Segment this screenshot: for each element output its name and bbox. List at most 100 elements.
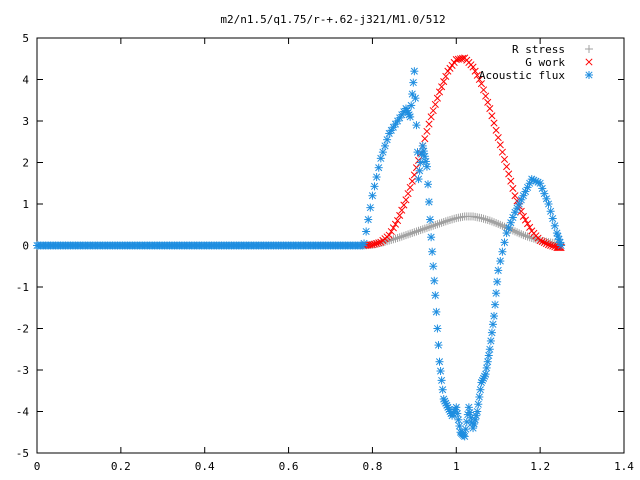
point-r-stress (433, 220, 442, 229)
point-acoustic-flux (487, 328, 496, 337)
point-g-work (427, 113, 435, 121)
point-r-stress (519, 231, 528, 240)
point-g-work (549, 242, 557, 250)
point-g-work (421, 135, 429, 143)
point-r-stress (485, 216, 494, 225)
y-tick-label: -5 (16, 447, 29, 460)
point-g-work (375, 239, 383, 247)
point-acoustic-flux (453, 409, 462, 418)
point-g-work (511, 192, 519, 200)
point-r-stress (498, 221, 507, 230)
point-acoustic-flux (498, 247, 507, 256)
x-tick-label: 1.4 (614, 460, 634, 473)
point-g-work (503, 163, 511, 171)
point-acoustic-flux (536, 179, 545, 188)
point-r-stress (483, 215, 492, 224)
point-g-work (459, 54, 467, 62)
point-g-work (482, 92, 490, 100)
point-acoustic-flux (414, 175, 423, 184)
point-g-work (454, 55, 462, 63)
point-acoustic-flux (374, 163, 383, 172)
point-acoustic-flux (425, 197, 434, 206)
point-acoustic-flux (544, 200, 553, 208)
point-acoustic-flux (372, 173, 381, 182)
point-r-stress (517, 230, 526, 239)
point-acoustic-flux (552, 229, 561, 238)
point-r-stress (515, 229, 524, 238)
point-r-stress (425, 223, 434, 232)
chart-title: m2/n1.5/q1.75/r-+.62-j321/M1.0/512 (220, 13, 445, 26)
point-acoustic-flux (452, 403, 461, 412)
point-acoustic-flux (493, 277, 502, 286)
point-acoustic-flux (368, 191, 377, 200)
point-g-work (488, 112, 496, 120)
point-g-work (366, 241, 374, 249)
point-g-work (498, 148, 506, 156)
point-acoustic-flux (415, 166, 424, 175)
point-g-work (479, 86, 488, 94)
point-r-stress (490, 218, 499, 227)
point-acoustic-flux (360, 239, 369, 248)
point-r-stress (523, 232, 532, 241)
point-acoustic-flux (474, 400, 483, 409)
legend-label: R stress (512, 43, 565, 56)
point-r-stress (418, 225, 427, 234)
point-r-stress (416, 226, 425, 235)
point-acoustic-flux (366, 203, 375, 212)
point-r-stress (420, 224, 429, 233)
point-g-work (526, 223, 534, 231)
point-acoustic-flux (412, 121, 421, 130)
point-acoustic-flux (411, 94, 420, 103)
point-g-work (433, 94, 441, 102)
point-g-work (431, 100, 439, 108)
point-r-stress (410, 228, 419, 237)
point-acoustic-flux (409, 78, 418, 87)
point-acoustic-flux (429, 262, 438, 271)
point-g-work (494, 134, 502, 142)
point-acoustic-flux (475, 392, 484, 401)
point-acoustic-flux (422, 162, 431, 171)
point-r-stress (397, 232, 406, 241)
point-g-work (452, 56, 460, 64)
point-acoustic-flux (557, 241, 566, 250)
point-g-work (387, 227, 395, 236)
y-tick-label: 2 (22, 157, 29, 170)
legend-marker (585, 45, 593, 53)
y-tick-label: -2 (16, 323, 29, 336)
point-g-work (429, 107, 437, 115)
point-g-work (471, 67, 479, 75)
point-r-stress (401, 231, 410, 240)
point-r-stress (439, 218, 448, 227)
point-acoustic-flux (461, 425, 470, 434)
y-tick-label: -1 (16, 281, 29, 294)
point-r-stress (521, 231, 530, 240)
point-r-stress (529, 234, 538, 243)
point-acoustic-flux (430, 276, 439, 285)
point-acoustic-flux (428, 247, 437, 256)
point-r-stress (431, 220, 440, 229)
point-g-work (450, 58, 458, 67)
x-tick-label: 0.2 (111, 460, 131, 473)
point-g-work (400, 201, 408, 209)
point-g-work (547, 241, 555, 249)
point-acoustic-flux (418, 141, 427, 150)
point-g-work (423, 127, 431, 135)
point-acoustic-flux (481, 370, 490, 379)
point-acoustic-flux (433, 324, 442, 333)
point-g-work (524, 220, 532, 228)
point-r-stress (481, 215, 490, 224)
point-r-stress (510, 227, 519, 236)
point-r-stress (395, 233, 404, 242)
point-acoustic-flux (491, 300, 500, 309)
point-acoustic-flux (546, 207, 555, 216)
point-r-stress (450, 214, 459, 223)
point-g-work (456, 55, 465, 63)
point-g-work (370, 240, 379, 248)
point-g-work (385, 231, 393, 239)
point-r-stress (429, 221, 438, 230)
point-r-stress (389, 235, 398, 244)
point-g-work (542, 240, 550, 248)
point-g-work (373, 239, 381, 247)
y-tick-label: 4 (22, 74, 29, 87)
point-g-work (492, 126, 500, 134)
